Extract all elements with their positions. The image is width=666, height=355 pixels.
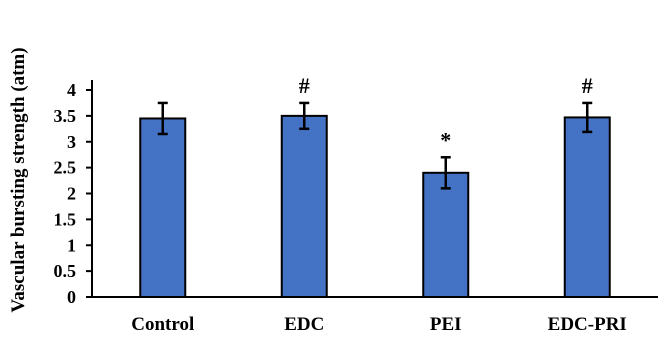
x-category-label: PEI — [430, 314, 462, 335]
y-axis-label: Vascular bursting strength (atm) — [8, 47, 29, 312]
significance-marker: # — [299, 73, 310, 98]
bar-control — [139, 117, 187, 299]
y-tick-label: 2 — [67, 184, 76, 204]
significance-marker: # — [582, 73, 593, 98]
y-tick-label: 3.5 — [54, 106, 77, 126]
y-tick-label: 3 — [67, 132, 76, 152]
x-category-label: Control — [131, 314, 194, 335]
x-category-label: EDC — [284, 314, 324, 335]
y-tick-label: 0 — [67, 287, 76, 307]
bar-edc-pri — [563, 116, 611, 298]
y-tick-label: 1 — [67, 235, 76, 255]
y-tick-label: 0.5 — [54, 261, 77, 281]
bar-edc — [280, 114, 328, 298]
y-tick-label: 1.5 — [54, 209, 77, 229]
y-tick-label: 4 — [67, 80, 76, 100]
significance-marker: * — [440, 127, 451, 152]
bar-pei — [422, 171, 470, 298]
y-tick-label: 2.5 — [54, 158, 77, 178]
x-category-label: EDC-PRI — [548, 314, 627, 335]
